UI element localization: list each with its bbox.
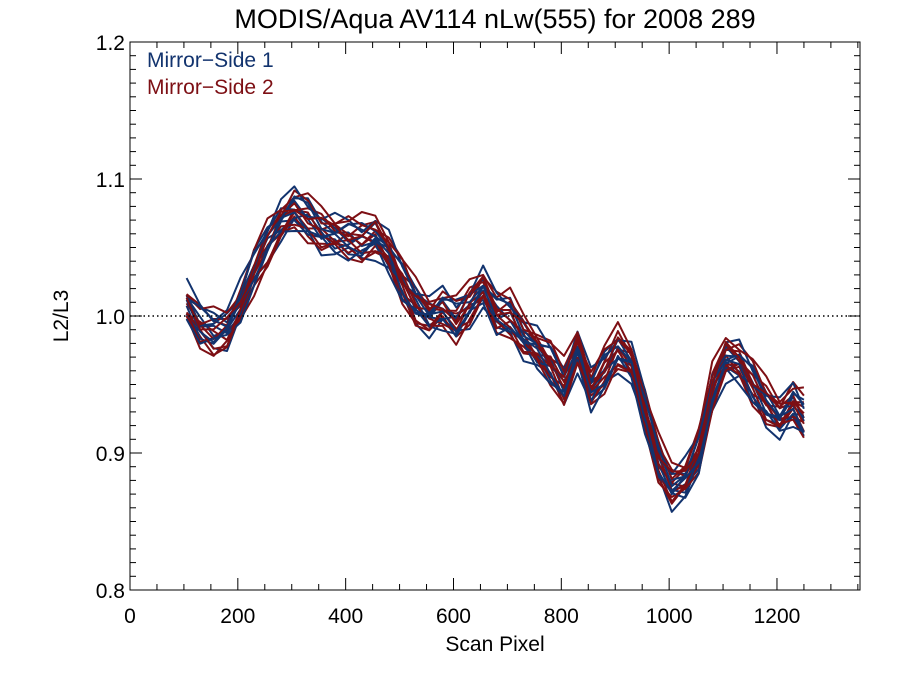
y-tick-label: 0.8 — [96, 580, 125, 603]
series-line-1-10 — [185, 211, 805, 492]
x-tick-label: 1000 — [646, 605, 693, 628]
legend: Mirror−Side 1 Mirror−Side 2 — [147, 49, 274, 99]
series-line-1-5 — [185, 207, 805, 475]
x-axis-label: Scan Pixel — [445, 633, 544, 656]
x-tick-label: 600 — [436, 605, 471, 628]
y-tick-label: 1.0 — [96, 306, 125, 329]
series-line-2-5 — [185, 207, 804, 478]
x-tick-label: 0 — [124, 605, 136, 628]
x-tick-label: 1200 — [754, 605, 801, 628]
legend-entry-1: Mirror−Side 1 — [147, 49, 274, 72]
y-tick-label: 1.1 — [96, 169, 125, 192]
series-line-2-1 — [185, 215, 805, 505]
series-line-2-10 — [185, 209, 805, 473]
series-line-2-3 — [186, 208, 805, 493]
series-line-1-8 — [185, 230, 805, 499]
x-tick-label: 200 — [220, 605, 255, 628]
y-tick-label: 1.2 — [96, 32, 125, 55]
y-axis-label: L2/L3 — [50, 290, 73, 343]
ticks-layer — [129, 41, 860, 591]
tick-labels-layer: 0 200 400 600 800 1000 1200 0.8 0.9 1.0 1.1 1.2 — [96, 32, 801, 628]
x-tick-label: 400 — [328, 605, 363, 628]
legend-entry-2: Mirror−Side 2 — [147, 76, 274, 99]
x-tick-label: 800 — [544, 605, 579, 628]
y-tick-label: 0.9 — [96, 443, 125, 466]
series-line-2-9 — [185, 210, 805, 503]
series-line-2-2 — [185, 223, 805, 488]
series-line-1-3 — [185, 213, 805, 494]
series-layer — [185, 185, 805, 513]
series-line-1-9 — [186, 195, 805, 488]
chart-title: MODIS/Aqua AV114 nLw(555) for 2008 289 — [234, 4, 755, 34]
series-line-1-2 — [185, 219, 805, 493]
